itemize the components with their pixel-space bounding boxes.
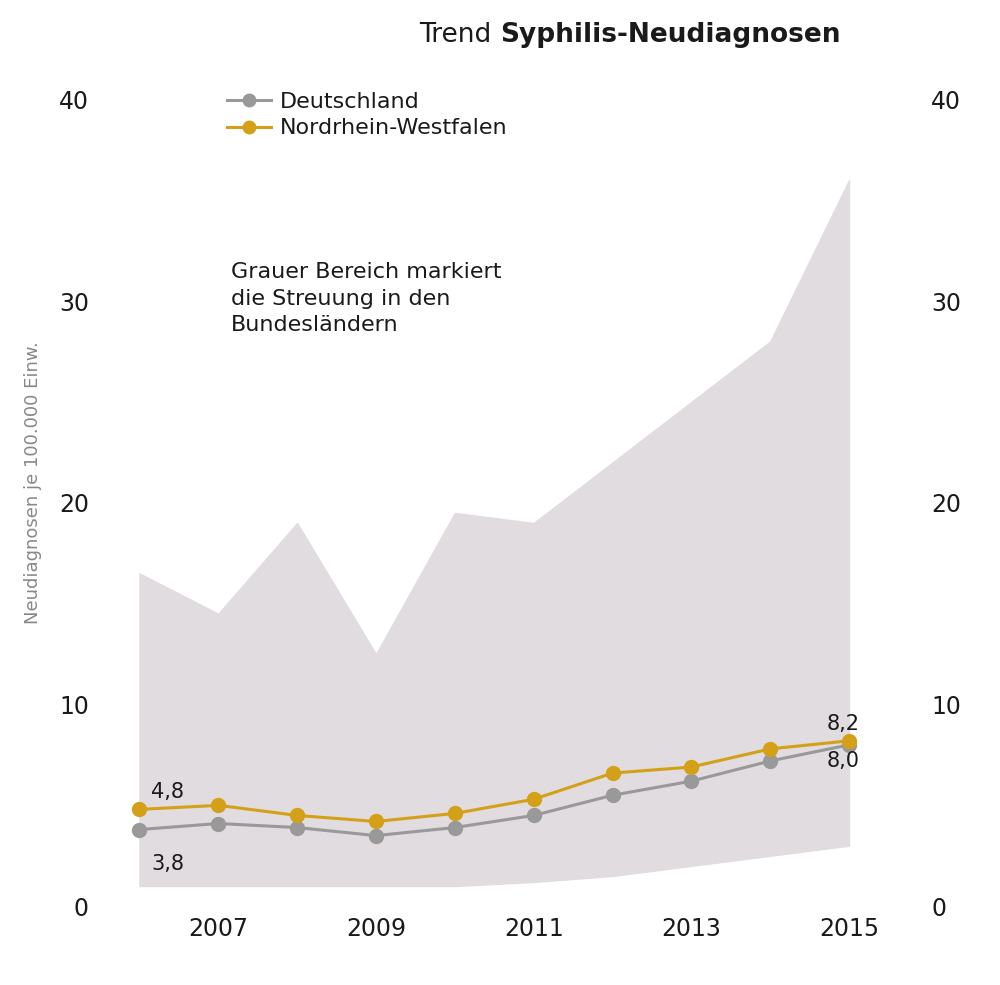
Nordrhein-Westfalen	[291, 810, 303, 821]
Text: 3,8: 3,8	[151, 854, 184, 874]
Line: Nordrhein-Westfalen: Nordrhein-Westfalen	[132, 734, 856, 828]
Text: 8,0: 8,0	[827, 751, 860, 771]
Nordrhein-Westfalen	[449, 808, 461, 820]
Deutschland	[291, 821, 303, 833]
Nordrhein-Westfalen	[133, 804, 145, 816]
Nordrhein-Westfalen	[843, 735, 855, 747]
Deutschland	[528, 810, 540, 821]
Nordrhein-Westfalen	[528, 793, 540, 805]
Text: Grauer Bereich markiert
die Streuung in den
Bundesländern: Grauer Bereich markiert die Streuung in …	[231, 262, 502, 335]
Nordrhein-Westfalen	[370, 816, 382, 827]
Deutschland	[370, 829, 382, 841]
Nordrhein-Westfalen	[212, 800, 224, 812]
Text: Syphilis-Neudiagnosen: Syphilis-Neudiagnosen	[500, 22, 840, 47]
Nordrhein-Westfalen	[685, 761, 697, 773]
Deutschland	[212, 818, 224, 829]
Y-axis label: Neudiagnosen je 100.000 Einw.: Neudiagnosen je 100.000 Einw.	[24, 341, 42, 624]
Nordrhein-Westfalen	[764, 743, 776, 755]
Deutschland	[606, 789, 618, 801]
Legend: Deutschland, Nordrhein-Westfalen: Deutschland, Nordrhein-Westfalen	[218, 83, 516, 148]
Deutschland	[764, 755, 776, 767]
Line: Deutschland: Deutschland	[132, 738, 856, 842]
Deutschland	[133, 823, 145, 835]
Deutschland	[685, 775, 697, 787]
Text: 8,2: 8,2	[827, 714, 860, 734]
Deutschland	[843, 739, 855, 751]
Text: 4,8: 4,8	[151, 782, 184, 803]
Text: Trend: Trend	[419, 22, 500, 47]
Deutschland	[449, 821, 461, 833]
Nordrhein-Westfalen	[606, 767, 618, 779]
